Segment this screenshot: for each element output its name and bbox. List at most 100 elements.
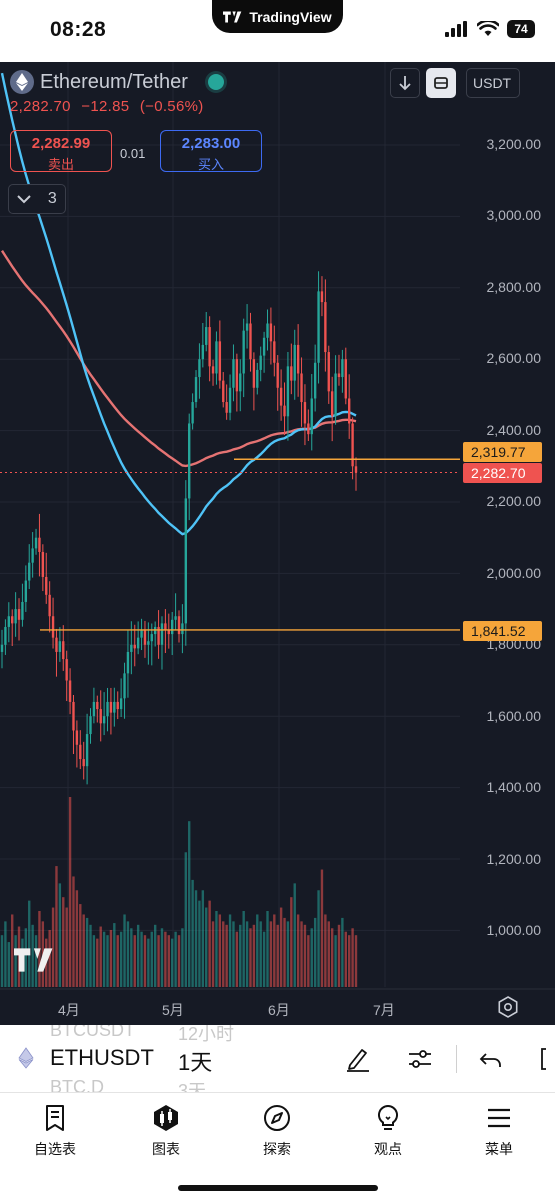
candle-body <box>174 616 177 620</box>
volume-bar <box>177 935 181 987</box>
volume-bar <box>11 914 14 987</box>
volume-bar <box>79 904 82 987</box>
candle-body <box>79 744 82 760</box>
horizontal-level-tag[interactable]: 1,841.52 <box>463 621 542 641</box>
candle-body <box>307 423 310 435</box>
volume-bar <box>256 914 259 987</box>
candle-body <box>222 380 225 403</box>
sell-button[interactable]: 2,282.99 卖出 <box>10 130 112 172</box>
candle-body <box>245 323 249 331</box>
volume-bar <box>160 928 164 987</box>
candle-body <box>82 759 85 767</box>
volume-bar <box>205 907 208 987</box>
nav-watchlist[interactable]: 自选表 <box>10 1103 100 1159</box>
volume-bar <box>194 890 198 987</box>
interval-selector[interactable]: 1天 <box>178 1050 213 1075</box>
price-axis-label: 1,400.00 <box>486 779 542 795</box>
volume-bar <box>208 900 211 987</box>
volume-bar <box>143 935 147 987</box>
volume-bar <box>215 911 218 987</box>
tradingview-watermark-icon <box>14 948 53 972</box>
fullscreen-button[interactable] <box>426 68 456 98</box>
volume-bar <box>228 914 232 987</box>
candle-body <box>147 641 150 645</box>
candle-body <box>17 609 21 620</box>
volume-bar <box>276 924 279 987</box>
volume-bar <box>348 935 351 987</box>
nav-ideas[interactable]: 观点 <box>343 1103 433 1159</box>
nav-chart[interactable]: 图表 <box>121 1103 211 1159</box>
price-change: −12.85 <box>81 98 130 115</box>
buy-button[interactable]: 2,283.00 买入 <box>160 130 262 172</box>
indicators-toggle-button[interactable]: 3 <box>8 184 66 214</box>
candle-body <box>188 423 191 499</box>
volume-bar <box>130 928 133 987</box>
volume-bar <box>324 914 327 987</box>
volume-bar <box>55 866 58 987</box>
volume-bar <box>167 935 170 987</box>
fullscreen-toggle-icon[interactable] <box>532 1045 555 1073</box>
volume-bar <box>136 924 140 987</box>
chart-settings-icon[interactable] <box>497 996 519 1018</box>
buy-label: 买入 <box>197 157 224 172</box>
candle-body <box>143 630 147 645</box>
volume-bar <box>351 928 354 987</box>
nav-explore[interactable]: 探索 <box>232 1103 322 1159</box>
volume-bar <box>249 928 252 987</box>
chart-legend[interactable]: Ethereum/Tether 2,282.70 −12.85 (−0.56%) <box>10 70 224 115</box>
volume-bar <box>174 931 177 987</box>
price-chart[interactable] <box>0 62 555 1025</box>
price-axis-label: 2,400.00 <box>486 422 542 438</box>
volume-bar <box>269 921 273 987</box>
candle-body <box>136 637 140 649</box>
candle-body <box>58 641 62 652</box>
price-axis-label: 1,200.00 <box>486 851 542 867</box>
app-name: TradingView <box>249 8 332 25</box>
nav-label: 菜单 <box>485 1141 513 1157</box>
candle-body <box>191 402 194 424</box>
candle-body <box>102 716 106 724</box>
candle-body <box>310 398 313 435</box>
last-price-tag: 2,282.70 <box>463 463 542 483</box>
ethereum-icon <box>18 1047 34 1069</box>
drawing-tools-icon[interactable] <box>344 1045 372 1073</box>
volume-bar <box>300 921 303 987</box>
candle-body <box>48 594 51 617</box>
horizontal-level-tag[interactable]: 2,319.77 <box>463 442 542 462</box>
volume-bar <box>354 935 358 987</box>
nav-menu[interactable]: 菜单 <box>454 1103 544 1159</box>
volume-bar <box>279 907 283 987</box>
candle-body <box>252 359 256 388</box>
candle-body <box>324 302 327 353</box>
volume-bar <box>147 938 150 987</box>
symbol-name[interactable]: Ethereum/Tether <box>40 70 188 93</box>
candle-body <box>140 630 143 638</box>
undo-icon[interactable] <box>478 1045 506 1073</box>
symbol-bar[interactable]: BTCUSDT 12小时 BTC.D 3天 ETHUSDT 1天 <box>0 1025 555 1092</box>
indicators-icon[interactable] <box>406 1045 434 1073</box>
volume-bar <box>218 914 222 987</box>
time-axis-label: 5月 <box>162 1002 184 1018</box>
volume-bar <box>28 900 31 987</box>
symbol-selector[interactable]: ETHUSDT <box>50 1045 154 1070</box>
volume-bar <box>232 921 235 987</box>
download-button[interactable] <box>390 68 420 98</box>
candle-body <box>300 373 303 403</box>
volume-bar <box>119 931 123 987</box>
candle-body <box>41 551 45 577</box>
candle-body <box>72 701 75 731</box>
candle-body <box>116 701 119 710</box>
candle-body <box>89 716 92 735</box>
candle-body <box>181 623 184 635</box>
candle-body <box>313 362 317 399</box>
volume-bar <box>239 924 242 987</box>
volume-bar <box>113 923 116 987</box>
candle-body <box>65 659 68 681</box>
candle-body <box>259 355 262 370</box>
candle-body <box>177 616 181 635</box>
sell-price: 2,282.99 <box>31 135 91 152</box>
candle-body <box>51 616 55 638</box>
nav-label: 图表 <box>152 1141 180 1157</box>
currency-selector[interactable]: USDT <box>466 68 520 98</box>
chart-panel[interactable]: Ethereum/Tether 2,282.70 −12.85 (−0.56%)… <box>0 62 555 1025</box>
